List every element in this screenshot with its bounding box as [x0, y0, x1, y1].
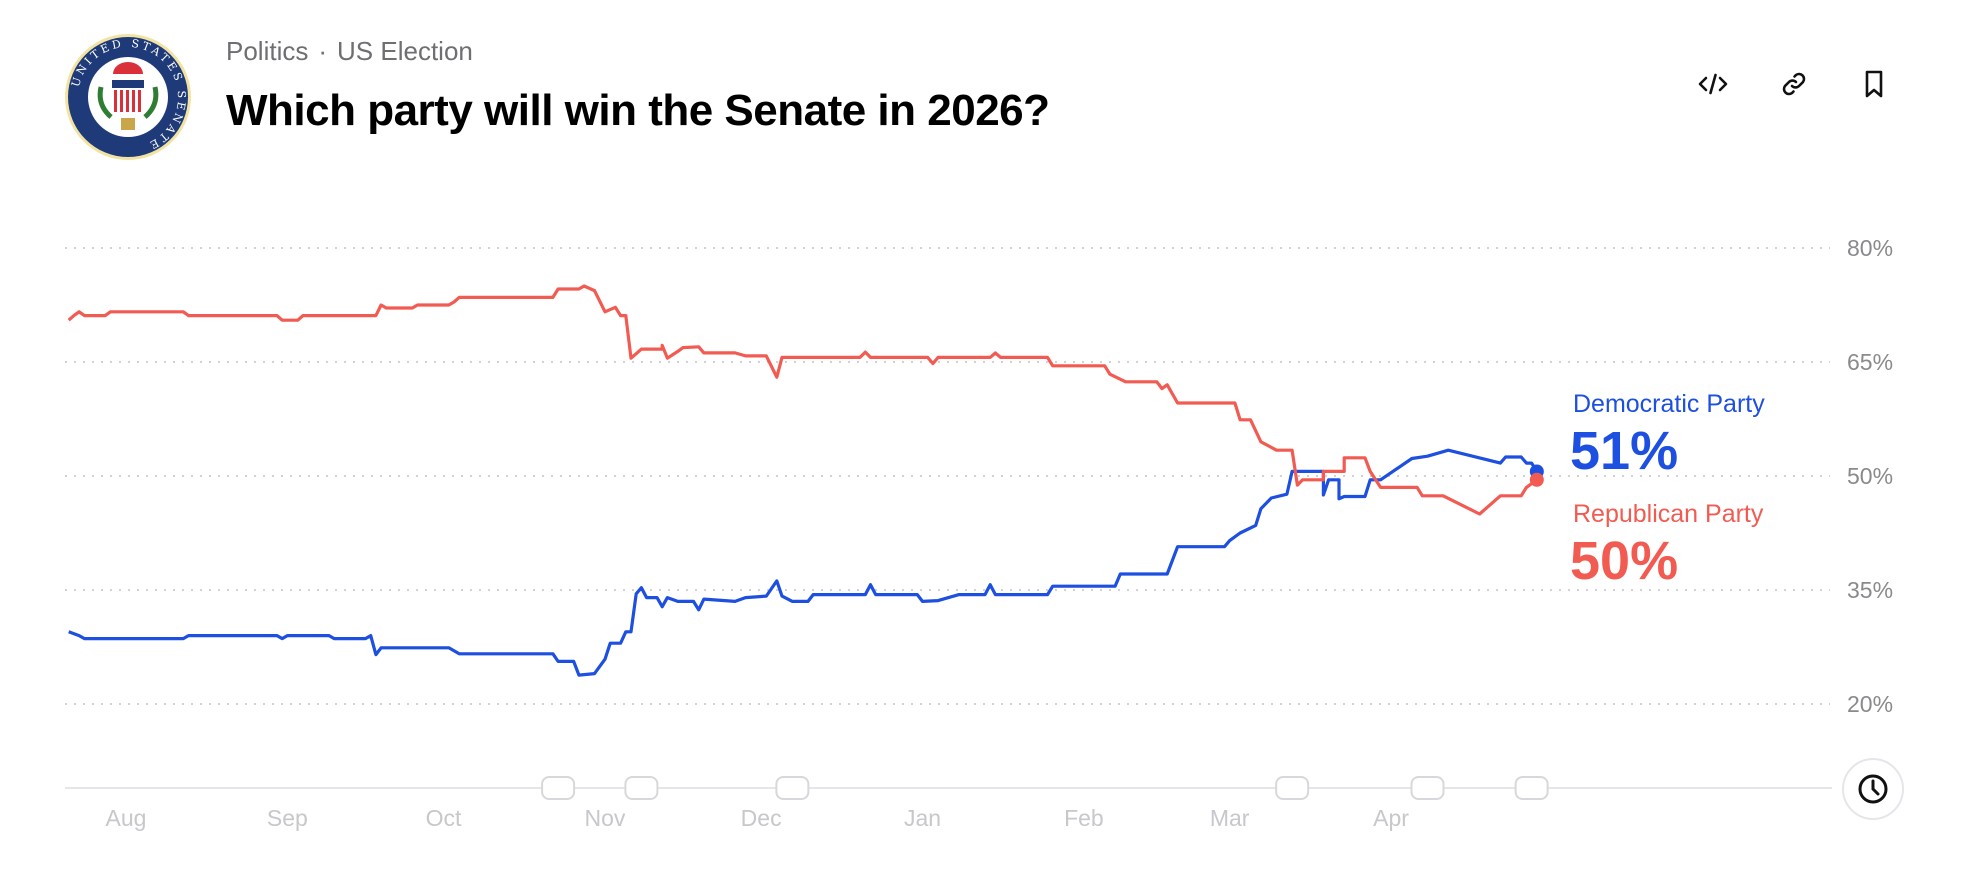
y-axis-labels: 80% 65% 50% 35% 20%: [1847, 235, 1893, 717]
x-axis-labels: Aug Sep Oct Nov Dec Jan Feb Mar Apr: [106, 805, 1410, 831]
x-tick-label: Jan: [904, 805, 941, 831]
link-icon: [1782, 72, 1806, 96]
timeline-marker[interactable]: [1514, 776, 1549, 800]
x-tick-label: Apr: [1373, 805, 1409, 831]
timeline-marker[interactable]: [1275, 776, 1310, 800]
legend-democratic-value: 51%: [1570, 421, 1679, 481]
x-tick-label: Feb: [1064, 805, 1104, 831]
bookmark-icon: [1865, 70, 1883, 98]
republican-series-line: [67, 284, 1538, 516]
democratic-series-line: [68, 448, 1539, 677]
breadcrumb-us-election[interactable]: US Election: [337, 36, 473, 66]
time-range-button[interactable]: [1842, 758, 1904, 820]
series-lines: [67, 284, 1544, 677]
breadcrumb-politics[interactable]: Politics: [226, 36, 309, 66]
bookmark-button[interactable]: [1854, 64, 1894, 104]
republican-end-point: [1529, 472, 1544, 487]
embed-code-button[interactable]: [1693, 64, 1733, 104]
y-tick-label: 80%: [1847, 235, 1893, 261]
timeline-markers: [541, 776, 1549, 800]
timeline-marker[interactable]: [624, 776, 659, 800]
breadcrumb: Politics · US Election: [226, 36, 473, 67]
timeline-marker[interactable]: [541, 776, 576, 800]
x-tick-label: Dec: [741, 805, 782, 831]
x-tick-label: Mar: [1210, 805, 1250, 831]
senate-seal-logo: UNITED STATES SENATE: [63, 32, 193, 162]
timeline-marker[interactable]: [775, 776, 810, 800]
y-tick-label: 65%: [1847, 349, 1893, 375]
y-tick-label: 20%: [1847, 691, 1893, 717]
embed-code-icon: [1698, 73, 1728, 95]
gridlines: [65, 247, 1830, 705]
x-tick-label: Oct: [426, 805, 462, 831]
y-tick-label: 35%: [1847, 577, 1893, 603]
breadcrumb-separator: ·: [318, 36, 328, 66]
x-tick-label: Aug: [106, 805, 147, 831]
legend-republican-value: 50%: [1570, 531, 1679, 591]
page-title: Which party will win the Senate in 2026?: [226, 86, 1050, 135]
legend-democratic-name: Democratic Party: [1573, 390, 1765, 418]
x-tick-label: Sep: [267, 805, 308, 831]
y-tick-label: 50%: [1847, 463, 1893, 489]
x-tick-label: Nov: [584, 805, 625, 831]
copy-link-button[interactable]: [1774, 64, 1814, 104]
timeline-marker[interactable]: [1410, 776, 1445, 800]
clock-icon: [1858, 774, 1888, 804]
legend-republican-name: Republican Party: [1573, 500, 1764, 528]
